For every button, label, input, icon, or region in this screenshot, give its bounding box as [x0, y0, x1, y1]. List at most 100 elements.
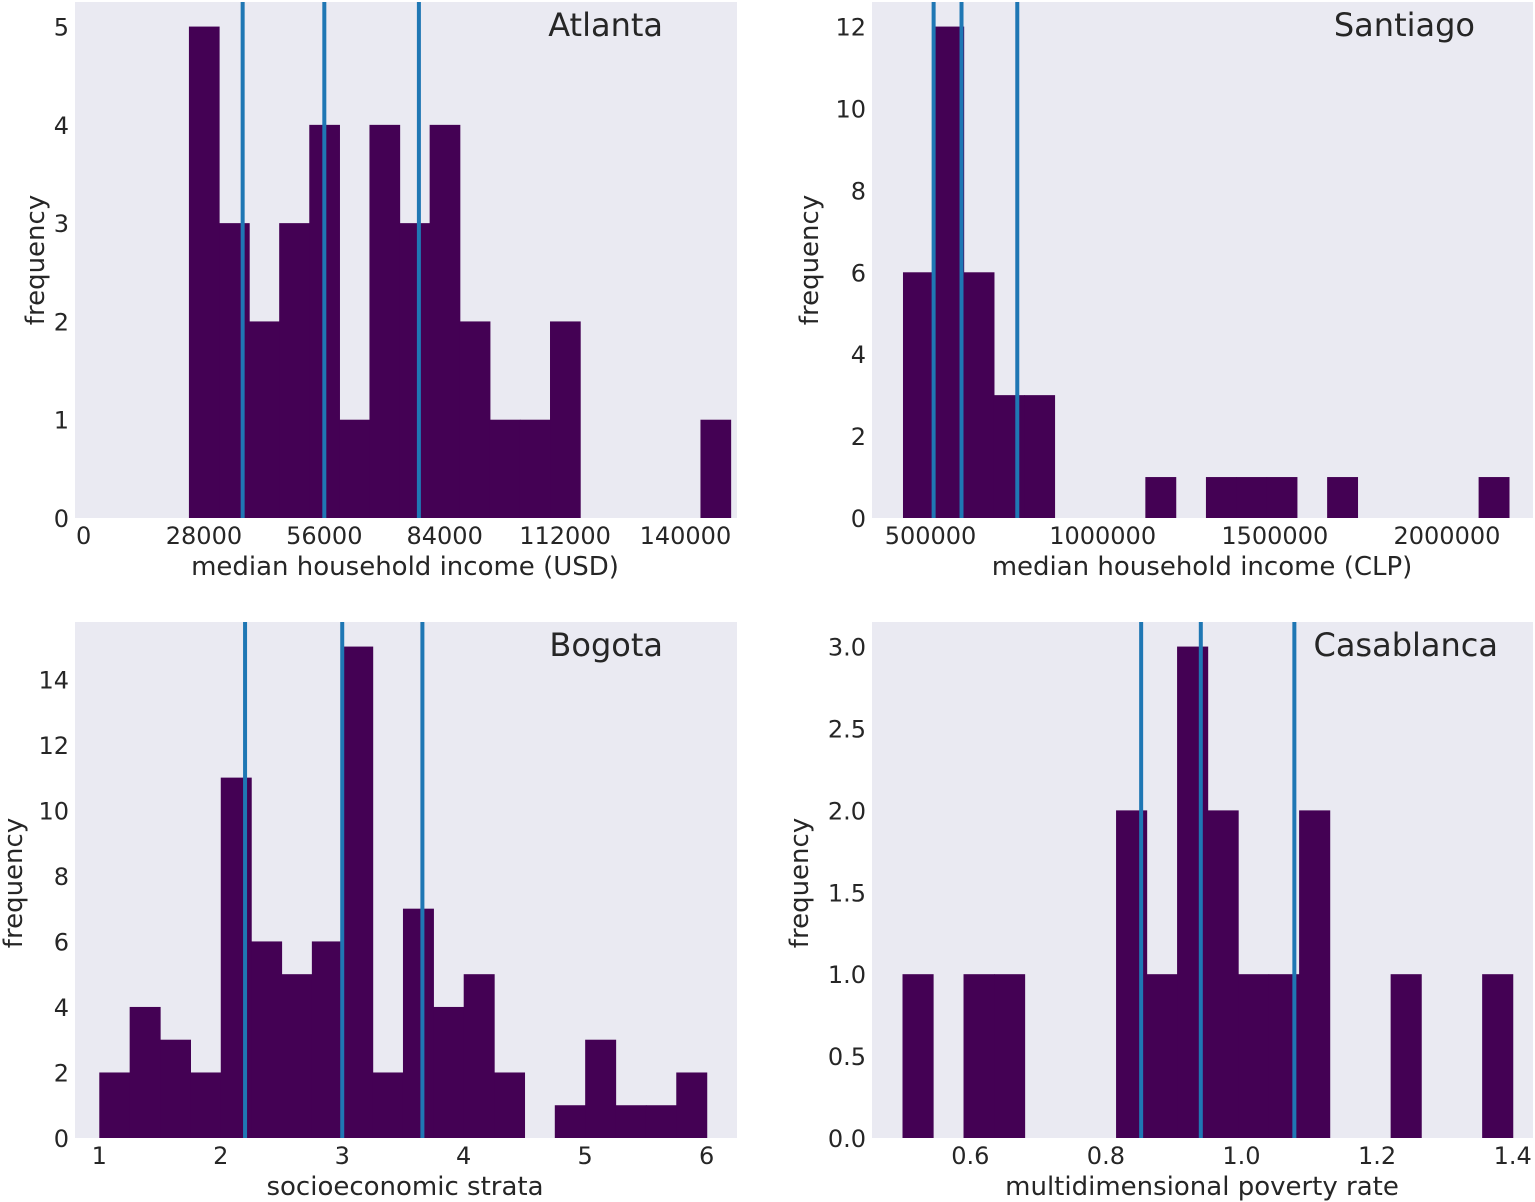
histogram-bar	[1207, 810, 1239, 1138]
y-tick-label: 12	[38, 732, 69, 760]
histogram-bar	[1146, 974, 1178, 1138]
histogram-bar	[1238, 974, 1270, 1138]
x-tick-label: 2	[213, 1142, 228, 1170]
bars	[902, 26, 1510, 518]
x-tick-label: 140000	[640, 522, 732, 550]
x-axis-label: median household income (CLP)	[992, 552, 1413, 582]
y-tick-label: 4	[54, 994, 69, 1022]
x-tick-label: 1500000	[1221, 522, 1328, 550]
x-tick-label: 2000000	[1393, 522, 1500, 550]
histogram-bar	[463, 974, 495, 1138]
histogram-bar	[1390, 974, 1422, 1138]
x-tick-label: 84000	[407, 522, 483, 550]
panel-casablanca: Casablanca multidimensional poverty rate…	[785, 622, 1533, 1202]
x-tick-label: 0.6	[951, 1142, 989, 1170]
x-axis-label: median household income (USD)	[191, 552, 619, 582]
x-tick-label: 28000	[166, 522, 242, 550]
histogram-bar	[645, 1105, 677, 1138]
x-tick-label: 5	[578, 1142, 593, 1170]
y-tick-label: 3.0	[828, 634, 866, 662]
histogram-bar	[700, 419, 732, 518]
y-axis-label: frequency	[0, 818, 29, 948]
y-tick-labels: 0.0 0.5 1.0 1.5 2.0 2.5 3.0	[828, 634, 866, 1153]
y-tick-labels: 0 2 4 6 8 10 12	[835, 14, 866, 533]
x-tick-label: 1.0	[1222, 1142, 1260, 1170]
y-tick-labels: 0 2 4 6 8 10 12 14	[38, 666, 69, 1153]
y-tick-label: 0	[54, 1125, 69, 1153]
histogram-bar	[279, 223, 310, 518]
panel-title: Casablanca	[1313, 626, 1498, 664]
x-tick-labels: 0.6 0.8 1.0 1.2 1.4	[951, 1142, 1532, 1170]
histogram-bar	[676, 1072, 708, 1138]
y-tick-label: 10	[835, 95, 866, 123]
x-axis-label: socioeconomic strata	[266, 1172, 543, 1202]
histogram-bar	[402, 908, 434, 1138]
histogram-bar	[902, 974, 934, 1138]
histogram-bar	[1299, 810, 1331, 1138]
y-tick-label: 0	[54, 505, 69, 533]
x-tick-label: 1.4	[1494, 1142, 1532, 1170]
histogram-bar	[554, 1105, 586, 1138]
histogram-bar	[550, 321, 581, 518]
x-tick-label: 500000	[885, 522, 977, 550]
x-tick-labels: 500000 1000000 1500000 2000000	[885, 522, 1501, 550]
histogram-bar	[251, 941, 283, 1138]
panel-title: Bogota	[549, 626, 663, 664]
y-tick-label: 5	[54, 14, 69, 42]
bars	[902, 646, 1514, 1138]
histogram-bar	[429, 124, 461, 519]
x-tick-label: 0	[76, 522, 91, 550]
y-tick-label: 1	[54, 407, 69, 435]
reference-lines	[931, 2, 1020, 518]
y-tick-label: 14	[38, 666, 69, 694]
x-tick-label: 6	[699, 1142, 714, 1170]
y-tick-label: 6	[851, 259, 866, 287]
y-tick-label: 4	[54, 112, 69, 140]
y-axis-label: frequency	[785, 818, 815, 948]
y-tick-label: 0	[851, 505, 866, 533]
histogram-bar	[339, 419, 371, 518]
histogram-bar	[489, 419, 521, 518]
histogram-bar	[1266, 477, 1298, 518]
histogram-bar	[99, 1072, 131, 1138]
histogram-bar	[1024, 395, 1056, 518]
x-tick-labels: 1 2 3 4 5 6	[92, 1142, 715, 1170]
histogram-bar	[1478, 477, 1510, 518]
y-tick-label: 1.0	[828, 961, 866, 989]
histogram-bar	[963, 272, 995, 518]
reference-lines	[1139, 622, 1297, 1138]
x-tick-label: 56000	[286, 522, 362, 550]
histogram-bar	[281, 974, 313, 1138]
y-tick-label: 2	[851, 423, 866, 451]
histogram-bar	[902, 272, 934, 518]
y-tick-label: 4	[851, 341, 866, 369]
histogram-bar	[615, 1105, 647, 1138]
histogram-bar	[369, 124, 401, 519]
y-tick-label: 12	[835, 14, 866, 42]
histogram-bar	[993, 395, 1025, 518]
histogram-bar	[994, 974, 1026, 1138]
histogram-bar	[1205, 477, 1237, 518]
histogram-bar	[160, 1039, 191, 1138]
histogram-bar	[1482, 974, 1514, 1138]
panel-title: Santiago	[1334, 6, 1475, 44]
histogram-bar	[1327, 477, 1359, 518]
x-tick-label: 3	[335, 1142, 350, 1170]
histogram-bar	[459, 321, 491, 518]
histogram-bar	[433, 1006, 465, 1138]
histogram-bar	[311, 941, 343, 1138]
y-tick-label: 0.5	[828, 1043, 866, 1071]
y-tick-label: 2.5	[828, 715, 866, 743]
histogram-bar	[372, 1072, 404, 1138]
y-tick-label: 2	[54, 1059, 69, 1087]
y-tick-label: 0.0	[828, 1125, 866, 1153]
histogram-bar	[190, 1072, 222, 1138]
reference-lines	[240, 2, 421, 518]
y-tick-label: 2.0	[828, 797, 866, 825]
panel-title: Atlanta	[548, 6, 663, 44]
x-tick-label: 112000	[519, 522, 611, 550]
histogram-bar	[494, 1072, 526, 1138]
x-tick-label: 0.8	[1087, 1142, 1125, 1170]
x-axis-label: multidimensional poverty rate	[1005, 1172, 1399, 1202]
